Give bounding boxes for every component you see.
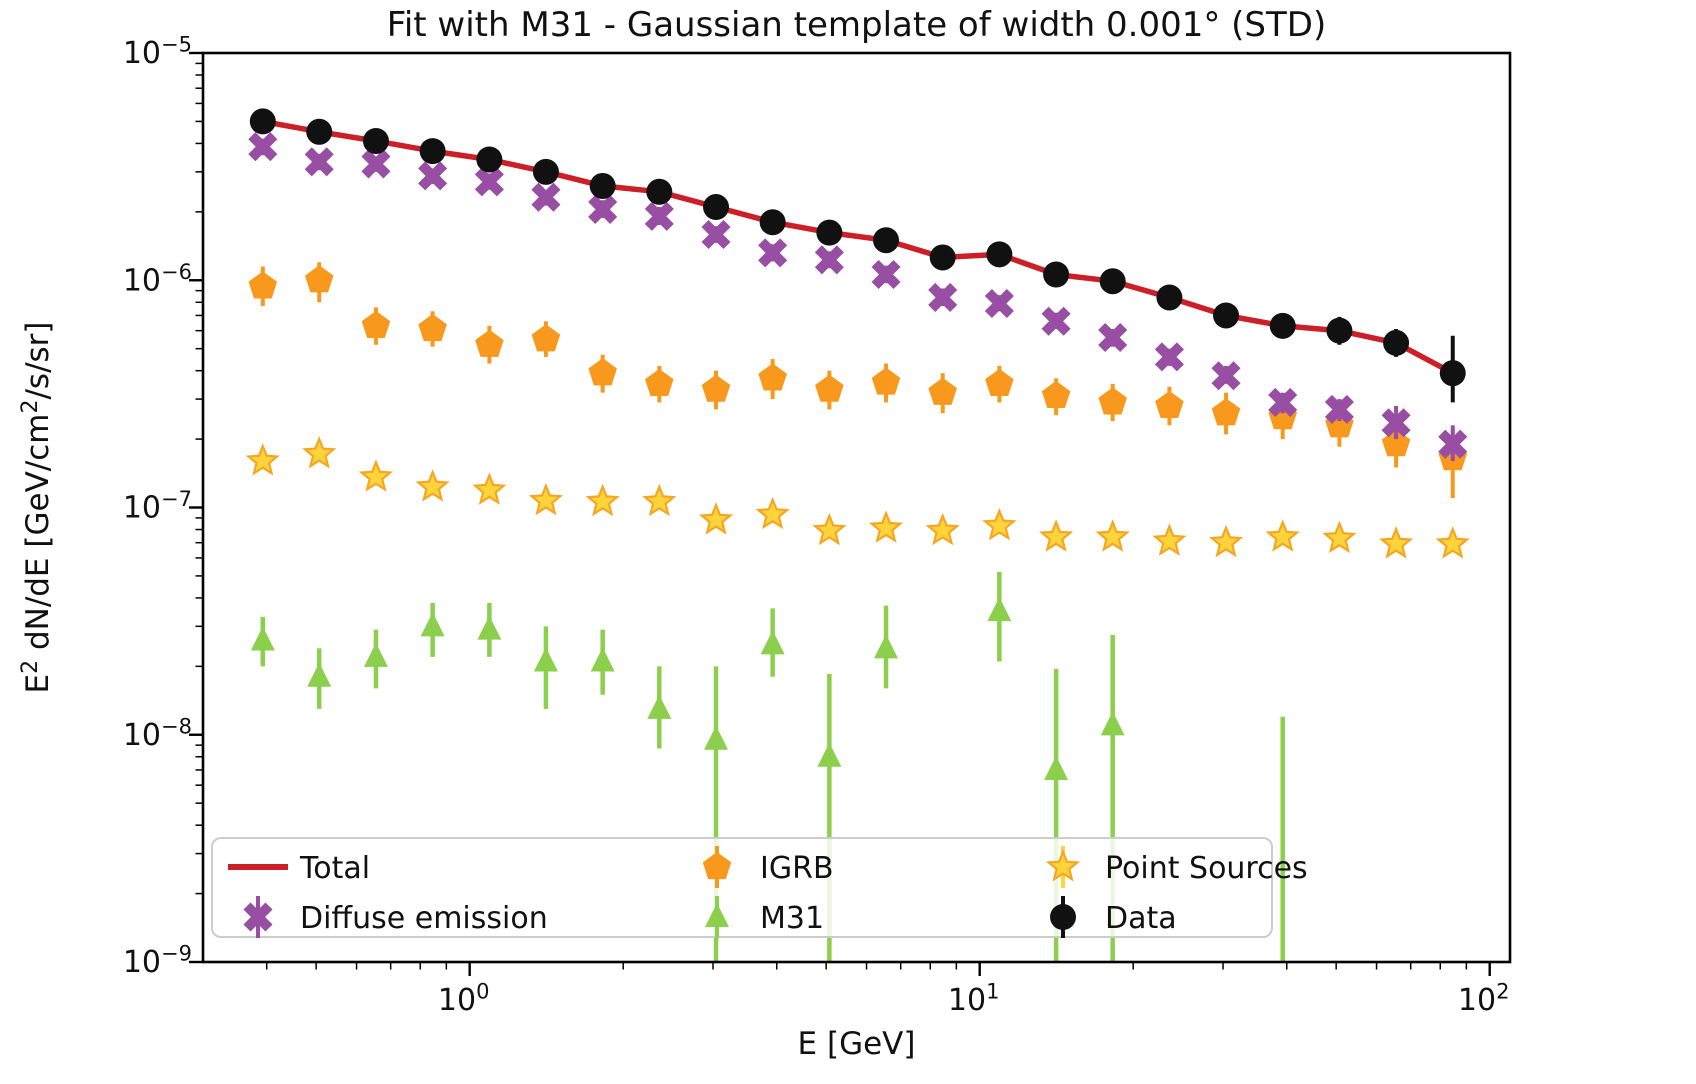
legend-label: Point Sources <box>1105 851 1308 886</box>
legend-entry-data: Data <box>1050 896 1177 938</box>
y-tick-label: 10−7 <box>123 487 192 525</box>
legend-label: Data <box>1105 901 1177 936</box>
series-igrb <box>248 262 1468 499</box>
chart-title: Fit with M31 - Gaussian template of widt… <box>387 5 1326 45</box>
legend-label: Total <box>299 851 370 886</box>
y-tick-label: 10−9 <box>123 942 192 980</box>
legend-label: IGRB <box>760 851 834 886</box>
legend-box <box>211 837 1273 938</box>
x-axis-label: E [GeV] <box>798 1026 916 1062</box>
legend-entry-total: Total <box>228 851 370 886</box>
legend-entry-point-sources: Point Sources <box>1045 846 1308 888</box>
legend-label: M31 <box>760 901 824 936</box>
series-diffuse-emission <box>248 132 1468 462</box>
y-tick-label: 10−6 <box>123 260 192 298</box>
total-line <box>262 118 1455 376</box>
y-axis-label: E2 dN/dE [GeV/cm2/s/sr] <box>18 322 56 694</box>
axes-text: 100 101 102 10−5 10−6 10−7 10−8 10−9 Fit with M3… <box>18 5 1509 1062</box>
legend-entry-diffuse-emission: Diffuse emission <box>243 896 548 938</box>
x-tick-label: 100 <box>438 980 490 1018</box>
series-total <box>262 118 1455 376</box>
y-tick-label: 10−8 <box>123 714 192 752</box>
legend: Total Diffuse emission IGRB M31 Point Source… <box>211 837 1308 938</box>
series-data <box>249 108 1466 403</box>
plot-series <box>245 108 1470 962</box>
legend-label: Diffuse emission <box>300 901 548 936</box>
legend-entry-igrb: IGRB <box>702 846 834 888</box>
y-tick-label: 10−5 <box>123 33 192 71</box>
series-m31 <box>250 572 1285 962</box>
x-tick-label: 101 <box>948 980 1000 1018</box>
legend-entry-m31: M31 <box>705 896 824 938</box>
series-point-sources <box>245 436 1470 559</box>
axes-frame <box>189 51 1512 976</box>
x-tick-label: 102 <box>1458 980 1510 1018</box>
plot-frame <box>201 51 1512 964</box>
